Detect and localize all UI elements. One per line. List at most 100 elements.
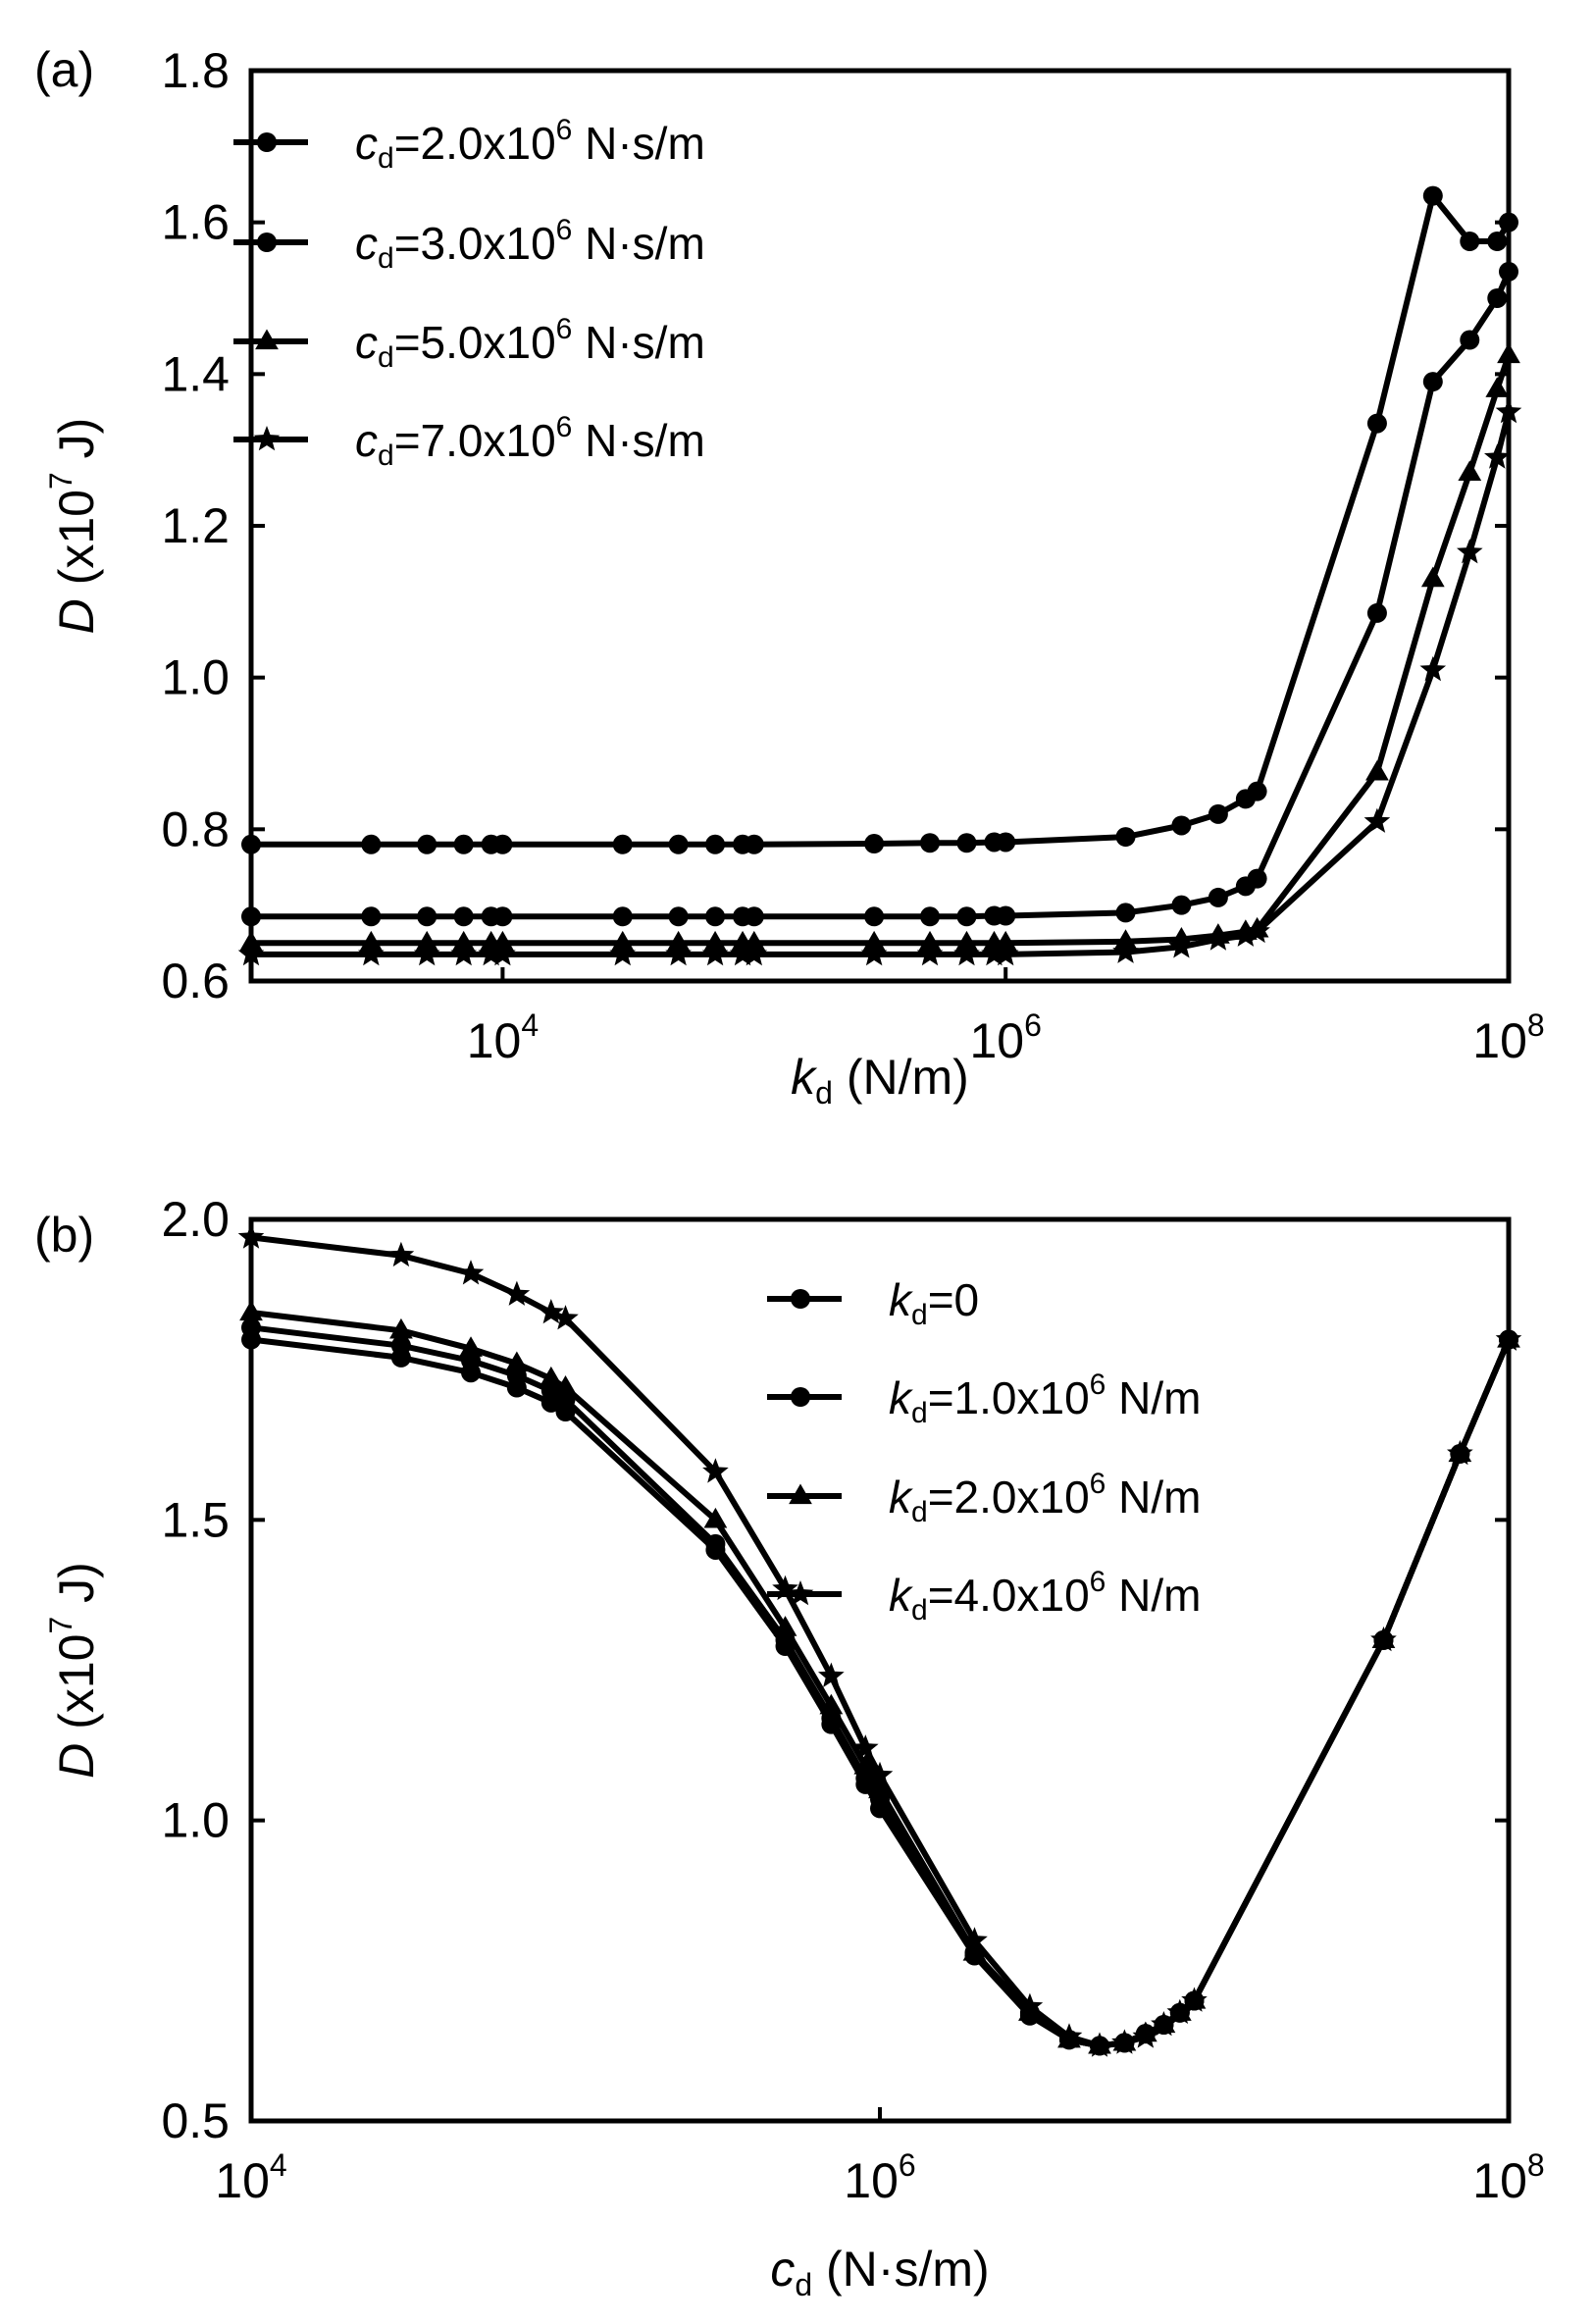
legend-exponent: 6 [1090,1468,1106,1500]
x-tick-label: 106 [969,1007,1041,1068]
x-tick-exponent: 8 [1527,2147,1545,2183]
data-point-star [1205,925,1232,951]
legend-marker-circle [791,1289,810,1309]
legend-unit: N/m [1106,1472,1201,1523]
series-2 [241,1317,1518,2056]
legend-label: cd=7.0x106 N·s/m [355,411,705,472]
data-point-star [772,1575,798,1601]
x-axis-unit: (N/m) [833,1050,969,1105]
data-point-star [237,940,265,966]
data-point-star [503,1280,531,1306]
data-point-triangle [1485,377,1510,397]
data-point-circle [1171,815,1192,836]
x-tick-exponent: 6 [899,2147,916,2183]
legend-unit: N·s/m [572,415,704,466]
legend-label: kd=0 [889,1274,979,1331]
y-axis-title: D (x107 J) [43,1562,104,1779]
data-point-star [953,940,980,966]
x-axis-sub: d [795,2267,812,2302]
data-point-star [552,1305,579,1330]
y-tick-label: 0.6 [161,954,230,1008]
data-point-triangle [1497,342,1520,364]
data-point-circle [1115,827,1136,848]
legend-exponent: 6 [1090,1369,1106,1401]
data-point-circle [705,906,726,927]
data-point-circle [1487,232,1508,251]
x-tick-base: 10 [969,1013,1024,1068]
data-point-circle [1208,803,1228,824]
legend-entry: kd=1.0x106 N/m [767,1369,1201,1429]
series-line [251,411,1512,957]
legend-var: k [889,1372,913,1423]
data-point-circle [996,905,1016,926]
data-point-circle [1487,288,1508,308]
data-point-circle [705,834,726,854]
data-point-circle [744,906,764,927]
legend-value: =2.0x10 [394,118,556,169]
y-tick-label: 2.0 [161,1192,230,1247]
data-point-star [1419,655,1447,682]
legend-entry: kd=2.0x106 N/m [767,1468,1201,1528]
legend-sub: d [911,1299,928,1331]
data-point-circle [705,1533,726,1554]
series-4 [237,398,1522,966]
x-tick-label: 106 [844,2147,915,2208]
data-point-star [1495,398,1522,424]
legend-label: kd=4.0x106 N/m [889,1566,1201,1627]
data-point-star [1232,921,1260,947]
data-point-triangle [773,1616,797,1636]
x-tick-exponent: 4 [270,2147,287,2183]
data-point-triangle [962,1939,987,1961]
legend-exponent: 6 [1090,1566,1106,1598]
data-point-star [1166,1998,1194,2024]
legend-unit: N·s/m [572,317,704,368]
data-point-circle [668,834,689,854]
data-point-star [741,940,768,966]
data-point-star [237,1223,265,1249]
data-point-circle [920,906,941,927]
x-axis-title: kd (N/m) [791,1050,969,1110]
x-tick-base: 10 [1472,2153,1527,2208]
legend-label: kd=1.0x106 N/m [889,1369,1201,1429]
y-axis-unit-suffix: J) [49,418,104,473]
x-tick-label: 108 [1472,1007,1544,1068]
legend-sub: d [378,341,394,374]
series-1 [241,185,1518,854]
data-point-circle [1247,868,1267,889]
series-3 [239,1300,1520,2054]
legend-entry: cd=3.0x106 N·s/m [233,214,705,275]
y-tick-label: 0.5 [161,2093,230,2148]
y-axis-unit-prefix: (x10 [49,1634,104,1743]
data-point-triangle [1365,759,1389,781]
data-point-star [665,940,692,966]
data-point-star [961,1927,988,1952]
legend-exponent: 6 [556,313,573,345]
data-point-star [1151,2011,1177,2037]
x-axis-var: c [770,2242,795,2297]
data-point-circle [956,906,977,927]
data-point-triangle [389,1317,413,1339]
series-line [250,1234,1512,2049]
data-point-circle [1499,261,1518,282]
series-line [250,1336,1512,2049]
legend-var: c [355,218,378,269]
data-point-circle [1422,185,1443,206]
data-point-circle [1366,602,1387,623]
y-axis-unit-suffix: J) [49,1562,104,1617]
y-axis-var: D [49,598,104,634]
legend-marker-circle [257,132,277,152]
legend-label: cd=3.0x106 N·s/m [355,214,705,275]
data-point-star [413,940,440,966]
data-point-star [1111,2029,1138,2054]
data-point-star [609,940,636,966]
x-tick-label: 104 [215,2147,286,2208]
data-point-star [1168,933,1195,958]
data-point-star [992,940,1019,966]
data-point-triangle [553,1375,578,1396]
x-tick-label: 108 [1472,2147,1544,2208]
legend-exponent: 6 [556,114,573,146]
data-point-circle [668,906,689,927]
data-point-star [489,940,516,966]
